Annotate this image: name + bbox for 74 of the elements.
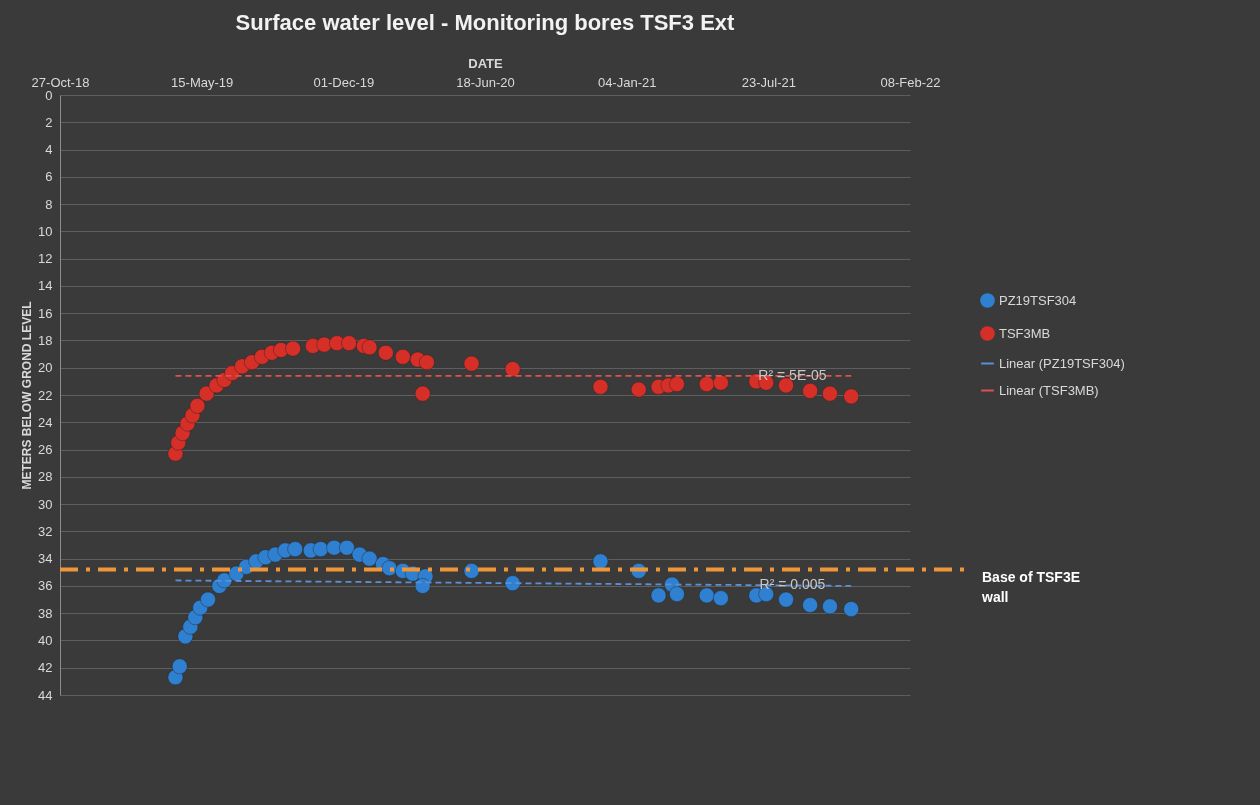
y-tick-label: 40	[38, 632, 53, 648]
point	[843, 601, 859, 617]
y-tick-label: 8	[45, 196, 53, 212]
legend-label: TSF3MB	[999, 325, 1051, 341]
y-tick-label: 26	[38, 442, 53, 458]
y-tick-label: 32	[38, 523, 53, 539]
y-tick-label: 0	[45, 87, 53, 103]
point	[339, 539, 355, 556]
x-tick-label: 08-Feb-22	[880, 74, 941, 90]
y-axis-title: METERS BELOW GROND LEVEL	[20, 301, 35, 490]
x-tick-label: 04-Jan-21	[597, 74, 657, 90]
point	[650, 587, 667, 604]
y-tick-label: 12	[38, 251, 53, 267]
y-tick-label: 24	[38, 414, 53, 430]
point	[287, 541, 303, 557]
legend-label: Linear (PZ19TSF304)	[999, 355, 1125, 371]
point	[326, 539, 342, 556]
y-tick-label: 20	[38, 360, 53, 376]
x-tick-label: 01-Dec-19	[313, 74, 375, 90]
point	[504, 361, 521, 377]
y-tick-label: 16	[38, 305, 53, 321]
point	[198, 385, 215, 402]
point	[713, 374, 729, 391]
y-tick-label: 44	[38, 687, 53, 703]
point	[414, 578, 431, 594]
y-tick-label: 18	[38, 332, 53, 348]
y-tick-label: 30	[38, 496, 53, 512]
legend-label: PZ19TSF304	[999, 292, 1077, 308]
point	[802, 383, 818, 399]
point	[414, 385, 431, 402]
y-tick-label: 14	[38, 278, 53, 294]
point	[285, 340, 301, 357]
point	[592, 553, 609, 570]
x-axis-title: DATE	[468, 55, 504, 71]
point	[341, 335, 357, 351]
point	[822, 598, 838, 615]
y-tick-label: 6	[45, 169, 53, 185]
ref-line-label: Base of TSF3E wall	[981, 568, 1081, 605]
point	[843, 388, 859, 405]
y-tick-label: 42	[38, 660, 53, 676]
x-tick-label: 18-Jun-20	[456, 74, 515, 90]
point	[698, 376, 715, 392]
point	[361, 550, 378, 567]
x-tick-label: 27-Oct-18	[31, 74, 90, 90]
point	[669, 376, 685, 392]
point	[419, 354, 435, 371]
y-tick-label: 34	[38, 551, 53, 567]
point	[361, 339, 378, 356]
point	[698, 587, 715, 604]
point	[592, 379, 609, 395]
point	[395, 349, 411, 365]
point	[171, 658, 188, 675]
point	[802, 597, 818, 613]
y-tick-label: 4	[45, 142, 53, 158]
y-tick-label: 10	[38, 223, 53, 239]
point	[312, 541, 329, 557]
y-tick-label: 36	[38, 578, 53, 594]
legend-label: Linear (TSF3MB)	[999, 382, 1099, 398]
y-tick-label: 38	[38, 605, 53, 621]
point	[630, 381, 647, 398]
point	[713, 590, 729, 606]
y-tick-label: 2	[45, 114, 53, 130]
y-tick-label: 22	[38, 387, 53, 403]
chart-title: Surface water level - Monitoring bores TSF3 Ext	[235, 10, 736, 35]
point	[200, 591, 216, 608]
point	[778, 591, 794, 608]
point	[378, 344, 394, 361]
y-tick-label: 28	[38, 469, 53, 485]
x-tick-label: 23-Jul-21	[741, 74, 796, 90]
point	[669, 586, 685, 602]
x-tick-label: 15-May-19	[171, 74, 234, 90]
point	[822, 385, 838, 402]
point	[189, 398, 206, 414]
point	[463, 355, 480, 372]
